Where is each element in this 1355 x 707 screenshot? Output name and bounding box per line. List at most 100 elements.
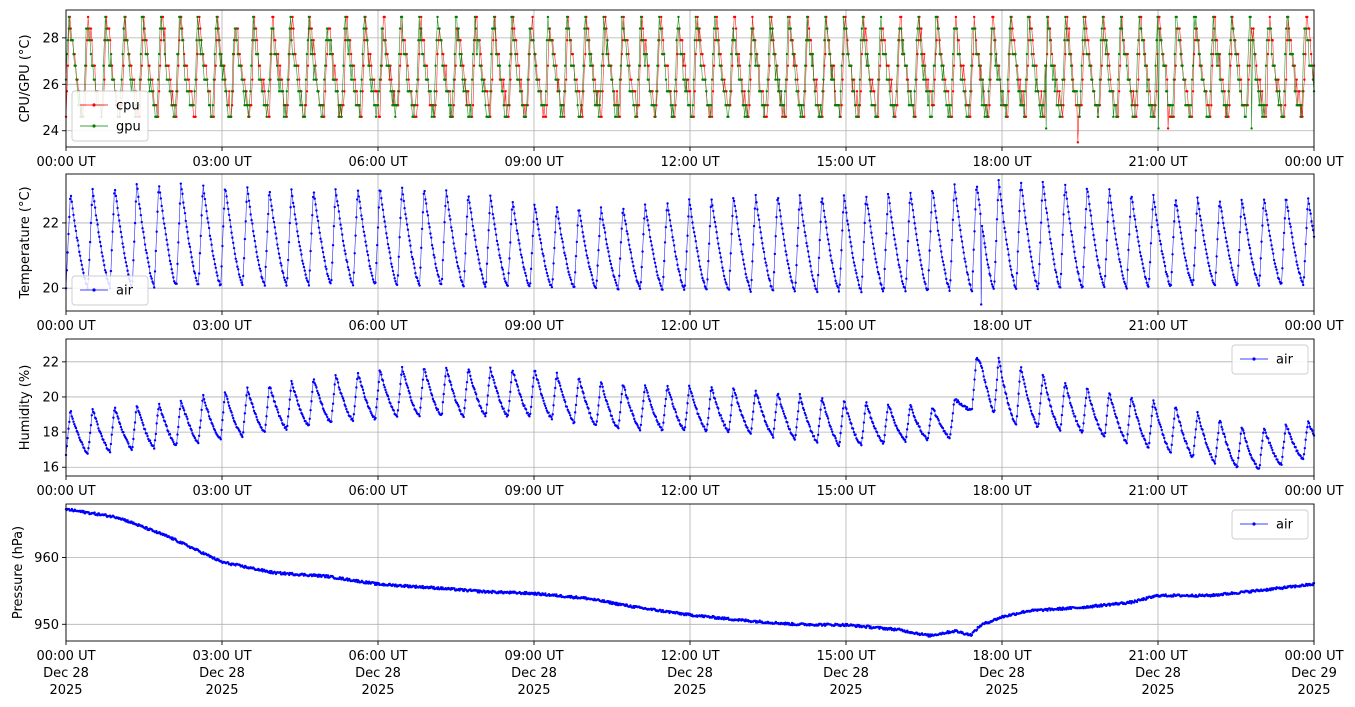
data-point [110,249,113,252]
data-point [582,235,585,238]
data-point [305,277,308,280]
data-point [605,52,608,56]
data-point [392,90,395,93]
data-point [1083,27,1086,30]
data-point [905,259,909,262]
data-point [437,38,440,42]
data-point [376,226,380,229]
data-point [1147,285,1150,288]
data-point [768,279,772,282]
data-point [500,405,504,408]
data-point [1307,202,1311,206]
data-point [623,386,626,389]
data-point [1165,78,1169,81]
data-point [235,260,238,263]
data-point [252,15,255,19]
data-point [1294,90,1297,93]
data-point [1046,218,1049,221]
data-point [444,78,447,81]
data-point [441,258,445,262]
x-tick-label: 06:00 UT [348,155,407,170]
data-point [565,262,569,266]
data-point [258,423,262,426]
data-point [131,78,134,81]
data-point [1021,90,1025,93]
data-point [1041,180,1044,184]
data-point [949,279,952,282]
data-point [542,254,545,258]
data-point [118,219,121,222]
data-point [767,52,770,56]
data-point [1062,104,1065,107]
data-point [651,90,654,93]
data-point [337,386,341,389]
data-point [755,201,758,204]
data-point [142,27,145,30]
data-point [893,238,896,241]
x-tick-label: 21:00 UT [1128,319,1187,334]
data-point [638,284,641,288]
data-point [939,244,942,248]
data-point [434,64,437,67]
data-point [153,104,156,107]
data-point [452,242,455,245]
data-point [1261,224,1264,227]
data-point [388,251,391,254]
data-point [234,27,238,30]
data-point [955,204,959,208]
data-point [146,434,149,438]
data-point [162,38,166,42]
data-point [167,254,171,257]
data-point [663,64,667,67]
data-point [1105,38,1108,42]
data-point [1295,78,1298,81]
data-point [654,115,657,119]
data-point [1284,104,1287,107]
data-point [645,52,648,56]
data-point [1075,90,1079,93]
data-point [1166,275,1169,278]
data-point [196,15,199,19]
data-point [633,271,637,275]
data-point [315,386,318,389]
data-point [764,104,768,107]
data-point [324,64,327,67]
data-point [1213,283,1217,287]
data-point [236,265,239,268]
data-point [133,421,137,424]
data-point [704,78,707,81]
data-point [652,252,655,255]
data-point [853,104,857,107]
data-point [276,247,280,250]
data-point [786,15,790,19]
data-point [589,271,593,274]
data-point [529,27,532,30]
data-point [337,210,341,213]
data-point [804,64,807,67]
data-point [845,211,848,214]
data-point [815,288,818,291]
data-point [68,27,72,30]
data-point [329,38,333,42]
data-point [600,382,604,386]
data-point [244,90,247,93]
data-point [1199,64,1202,67]
data-point [1211,38,1214,42]
data-point [296,78,299,81]
data-point [993,38,996,42]
data-point [420,386,424,390]
data-point [986,263,990,266]
data-point [116,415,119,418]
data-point [502,78,505,81]
data-point [1029,38,1033,42]
data-point [627,52,630,56]
data-point [1027,239,1030,242]
data-point [597,90,600,93]
data-point [871,242,875,246]
data-point [882,287,886,290]
data-point [1051,78,1055,81]
data-point [852,90,856,93]
data-point [222,411,225,414]
data-point [1065,197,1069,200]
data-point [1045,15,1049,19]
